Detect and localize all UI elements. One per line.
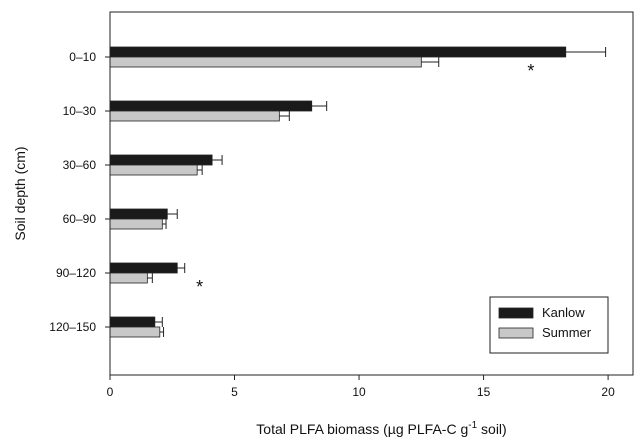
y-tick-label-0: 0–10 <box>69 50 96 64</box>
x-tick-label-1: 5 <box>231 385 238 399</box>
error-bar-summer-4 <box>147 273 153 283</box>
significance-marker-1: * <box>196 277 203 297</box>
error-bar-kanlow-0 <box>565 47 607 57</box>
bar-kanlow-3 <box>109 208 168 220</box>
error-bar-summer-1 <box>279 111 290 121</box>
legend-swatch-summer <box>498 327 534 339</box>
error-bar-summer-2 <box>197 165 203 175</box>
legend-label-kanlow: Kanlow <box>542 305 585 320</box>
x-tick-label-3: 15 <box>477 385 491 399</box>
x-tick-label-4: 20 <box>601 385 615 399</box>
x-axis-label-superscript: -1 <box>468 420 477 431</box>
bar-summer-5 <box>109 326 161 338</box>
x-tick-label-0: 0 <box>107 385 114 399</box>
error-bar-summer-3 <box>162 219 167 229</box>
error-bar-kanlow-4 <box>177 263 186 273</box>
bar-summer-1 <box>109 110 280 122</box>
ticks-layer: 0–10 10–30 30–60 60–90 90–120 120–150 0 5 10 15 20 <box>49 50 615 399</box>
bar-summer-0 <box>109 56 422 68</box>
y-tick-label-4: 90–120 <box>56 266 96 280</box>
bar-summer-2 <box>109 164 198 176</box>
significance-marker-0: * <box>527 61 534 81</box>
plot-frame <box>109 11 634 376</box>
bars-layer <box>109 46 567 338</box>
x-axis-label: Total PLFA biomass (µg PLFA-C g-1 soil) <box>256 420 506 437</box>
bar-kanlow-4 <box>109 262 178 274</box>
error-bar-kanlow-1 <box>311 101 328 111</box>
legend: Kanlow Summer <box>489 296 609 354</box>
y-tick-label-1: 10–30 <box>63 104 97 118</box>
annotations-layer: ** <box>196 61 534 297</box>
y-tick-label-5: 120–150 <box>49 320 96 334</box>
y-tick-label-2: 30–60 <box>63 158 97 172</box>
error-bar-kanlow-3 <box>167 209 178 219</box>
bar-kanlow-1 <box>109 100 313 112</box>
legend-label-summer: Summer <box>542 325 592 340</box>
error-bar-kanlow-5 <box>154 317 163 327</box>
error-bar-summer-5 <box>159 327 165 337</box>
legend-swatch-kanlow <box>498 307 534 319</box>
y-tick-label-3: 60–90 <box>63 212 97 226</box>
x-tick-label-2: 10 <box>352 385 366 399</box>
bar-summer-3 <box>109 218 163 230</box>
bar-kanlow-2 <box>109 154 213 166</box>
error-bars-layer <box>147 47 607 337</box>
y-axis-label: Soil depth (cm) <box>12 146 28 240</box>
error-bar-summer-0 <box>421 57 440 67</box>
legend-box <box>489 296 609 354</box>
bar-kanlow-5 <box>109 316 156 328</box>
bar-summer-4 <box>109 272 148 284</box>
error-bar-kanlow-2 <box>212 155 223 165</box>
bar-kanlow-0 <box>109 46 567 58</box>
